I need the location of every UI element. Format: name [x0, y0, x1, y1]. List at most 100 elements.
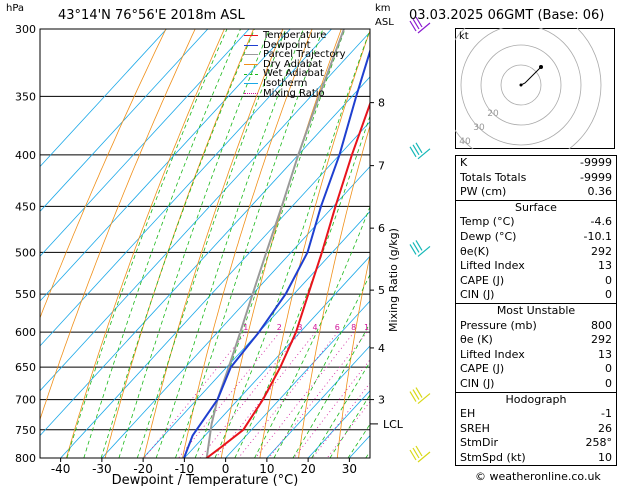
row-label: CIN (J): [460, 288, 495, 302]
row-value: 10: [598, 450, 612, 464]
x-tick-label: -30: [92, 462, 112, 476]
table-row: CAPE (J) 0: [456, 274, 616, 289]
plot-frame: [39, 28, 371, 459]
height-tick-label: 4: [378, 342, 385, 355]
mixing-ratio-axis-title: Mixing Ratio (g/kg): [387, 228, 400, 332]
legend-entry: Dry Adiabat: [244, 59, 370, 70]
legend-swatch: [244, 92, 258, 94]
wind-barb-flag: [409, 20, 417, 32]
pressure-tick-label: 800: [15, 452, 36, 465]
row-value: -10.1: [583, 229, 612, 243]
row-label: θe (K): [460, 333, 493, 347]
row-label: CAPE (J): [460, 362, 505, 376]
x-tick-label: -20: [133, 462, 153, 476]
table-row: θe(K) 292: [456, 245, 616, 260]
isotherm-line: [266, 345, 370, 458]
table-row: Totals Totals -9999: [456, 171, 616, 186]
wind-barb-flag: [409, 146, 417, 158]
wet-adiabat-line: [66, 29, 228, 458]
dry-adiabat-line: [143, 29, 284, 458]
legend-entry: Mixing Ratio: [244, 87, 370, 99]
wind-barb-staff: [417, 22, 431, 34]
row-value: 292: [591, 244, 612, 258]
wet-adiabat-line: [273, 273, 370, 458]
x-tick-label: -40: [51, 462, 71, 476]
hodograph-ring-label: 20: [487, 109, 499, 119]
wet-adiabat-line: [155, 29, 304, 458]
isotherm-line: [40, 31, 370, 392]
wind-barb: [409, 16, 431, 34]
temperature-line: [206, 101, 370, 458]
isotherm-line: [225, 300, 370, 458]
mixing-ratio-label: 10: [364, 323, 374, 332]
isotherm-line: [60, 121, 370, 458]
wet-adiabat-line: [214, 29, 370, 458]
wind-barb-flag: [415, 142, 423, 154]
dry-adiabat-line: [40, 29, 167, 319]
legend-label: Parcel Trajectory: [263, 49, 346, 61]
table-row: Lifted Index 13: [456, 259, 616, 274]
row-label: Lifted Index: [460, 347, 525, 361]
table-row: K -9999: [456, 156, 616, 171]
row-label: θe(K): [460, 244, 490, 258]
row-value: 0.36: [587, 185, 613, 199]
mixing-ratio-line: [199, 331, 301, 458]
mixing-ratio-label: 2: [277, 323, 282, 332]
row-value: -9999: [580, 156, 612, 169]
hodograph-section: Hodograph EH -1 SREH 26 StmDir 258° StmSpd (kt…: [456, 391, 616, 466]
legend-swatch: [244, 83, 258, 85]
legend-entry: Dewpoint: [244, 40, 370, 51]
wind-barb-staff: [417, 148, 431, 160]
km-unit-label: km: [375, 3, 391, 14]
isotherm-line: [142, 210, 370, 458]
row-value: 258°: [585, 436, 613, 450]
row-label: Lifted Index: [460, 259, 525, 273]
row-value: 0: [605, 273, 612, 287]
lcl-label: LCL: [383, 418, 404, 431]
table-row: Temp (°C) -4.6: [456, 215, 616, 230]
mixing-ratio-label: 20: [406, 323, 416, 332]
hodograph-ring: [455, 28, 602, 149]
table-row: Pressure (mb) 800: [456, 319, 616, 334]
wet-adiabat-line: [254, 205, 370, 458]
surface-section: Surface Temp (°C) -4.6 Dewp (°C) -10.1 θe(K)…: [456, 199, 616, 303]
row-value: 13: [598, 259, 612, 273]
mixing-ratio-line: [268, 331, 368, 458]
legend-entry: Wet Adiabat: [244, 69, 370, 79]
row-label: Pressure (mb): [460, 318, 537, 332]
table-row: StmDir 258°: [456, 436, 616, 451]
wind-barb-flag: [412, 447, 420, 459]
row-label: EH: [460, 407, 476, 421]
table-row: SREH 26: [456, 422, 616, 437]
dry-adiabat-line: [66, 29, 225, 458]
wind-barb-flag: [409, 449, 417, 461]
hodograph-origin: [519, 83, 523, 87]
legend-entry: Isotherm: [244, 79, 370, 89]
row-value: -4.6: [590, 215, 612, 229]
height-tick-label: 8: [378, 97, 385, 110]
location-title: 43°14'N 76°56'E 2018m ASL: [58, 8, 245, 23]
hodograph-ring: [480, 44, 562, 126]
legend-label: Mixing Ratio: [263, 87, 325, 99]
pressure-unit-label: hPa: [6, 3, 25, 14]
wind-barb-staff: [417, 393, 431, 405]
mixing-ratio-label: 6: [335, 323, 340, 332]
pressure-tick-label: 550: [15, 288, 36, 301]
row-value: 0: [605, 288, 612, 302]
row-value: -1: [601, 407, 612, 421]
row-label: StmDir: [460, 436, 499, 450]
legend-label: Temperature: [263, 30, 327, 41]
wind-barb-flag: [415, 240, 423, 251]
height-tick-label: 6: [378, 222, 385, 235]
mixing-ratio-line: [255, 331, 355, 458]
row-value: 800: [591, 318, 612, 332]
wet-adiabat-line: [175, 29, 324, 458]
mixing-ratio-line: [238, 331, 339, 458]
wind-barb-flag: [412, 144, 420, 156]
legend-swatch: [244, 44, 258, 46]
isotherm-line: [40, 29, 250, 257]
x-tick-label: -10: [175, 462, 195, 476]
pressure-tick-label: 300: [15, 23, 36, 36]
wind-barb: [409, 445, 431, 463]
wet-adiabat-line: [234, 114, 370, 458]
